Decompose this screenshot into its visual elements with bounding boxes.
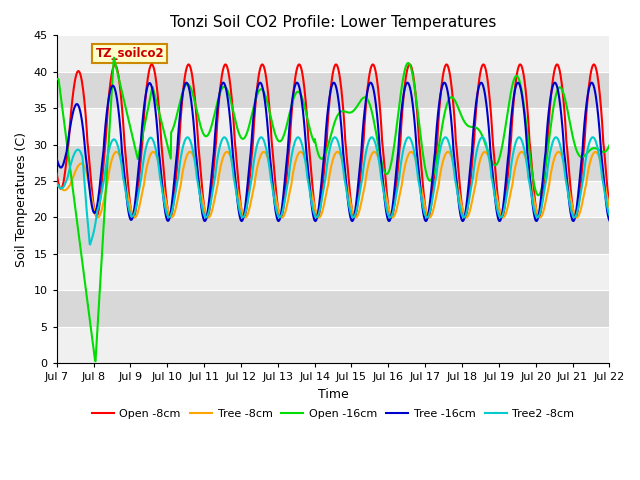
Open -16cm <box>420 155 428 161</box>
Bar <box>57 181 609 217</box>
Tree2 -8cm <box>176 160 184 166</box>
Tree -8cm <box>176 187 184 192</box>
Bar <box>57 326 609 363</box>
Text: TZ_soilco2: TZ_soilco2 <box>95 47 164 60</box>
Tree -8cm <box>492 189 500 194</box>
Open -16cm <box>92 359 99 364</box>
Line: Open -16cm: Open -16cm <box>57 58 609 361</box>
Open -8cm <box>605 204 613 209</box>
Tree2 -8cm <box>605 212 613 218</box>
Open -16cm <box>492 162 500 168</box>
Open -8cm <box>419 180 427 186</box>
Line: Tree2 -8cm: Tree2 -8cm <box>57 137 609 244</box>
Open -8cm <box>492 172 500 178</box>
Open -8cm <box>443 61 451 67</box>
Tree2 -8cm <box>163 210 170 216</box>
Tree -16cm <box>163 214 170 220</box>
Tree -8cm <box>541 204 548 210</box>
Tree -16cm <box>540 167 548 173</box>
Tree -8cm <box>237 206 245 212</box>
Open -8cm <box>541 175 548 180</box>
Bar <box>57 254 609 290</box>
Tree -16cm <box>570 218 577 224</box>
Open -16cm <box>605 143 613 148</box>
Title: Tonzi Soil CO2 Profile: Lower Temperatures: Tonzi Soil CO2 Profile: Lower Temperatur… <box>170 15 496 30</box>
Tree -16cm <box>551 80 559 85</box>
Line: Tree -16cm: Tree -16cm <box>57 83 609 221</box>
Legend: Open -8cm, Tree -8cm, Open -16cm, Tree -16cm, Tree2 -8cm: Open -8cm, Tree -8cm, Open -16cm, Tree -… <box>87 404 579 423</box>
Open -16cm <box>53 76 61 82</box>
Open -16cm <box>110 55 118 60</box>
Open -16cm <box>163 141 171 146</box>
Tree2 -8cm <box>541 187 548 192</box>
Tree -16cm <box>419 206 427 212</box>
Tree2 -8cm <box>419 204 427 210</box>
Bar <box>57 290 609 326</box>
Tree2 -8cm <box>86 241 94 247</box>
Tree2 -8cm <box>238 214 246 220</box>
Open -8cm <box>424 215 432 220</box>
Tree -16cm <box>176 116 184 121</box>
Open -8cm <box>176 133 184 139</box>
Bar <box>57 72 609 108</box>
Tree2 -8cm <box>53 180 61 186</box>
Tree2 -8cm <box>479 134 486 140</box>
Tree -16cm <box>491 194 499 200</box>
Tree -8cm <box>333 149 341 155</box>
Tree -16cm <box>53 156 61 162</box>
Tree -8cm <box>605 204 613 210</box>
Tree -8cm <box>163 199 170 205</box>
Tree -8cm <box>53 182 61 188</box>
Line: Open -8cm: Open -8cm <box>57 64 609 217</box>
Open -8cm <box>163 194 170 200</box>
Open -16cm <box>541 171 548 177</box>
Bar <box>57 144 609 181</box>
Tree2 -8cm <box>492 199 500 204</box>
Open -8cm <box>53 171 61 177</box>
Bar <box>57 108 609 144</box>
Tree -8cm <box>420 196 428 202</box>
Line: Tree -8cm: Tree -8cm <box>57 152 609 217</box>
Tree -16cm <box>237 218 245 224</box>
Bar <box>57 36 609 72</box>
Open -8cm <box>237 207 245 213</box>
Y-axis label: Soil Temperatures (C): Soil Temperatures (C) <box>15 132 28 267</box>
Tree -16cm <box>605 217 613 223</box>
Bar <box>57 217 609 254</box>
Open -16cm <box>238 136 246 142</box>
Tree -8cm <box>352 215 360 220</box>
X-axis label: Time: Time <box>317 388 348 401</box>
Open -16cm <box>177 97 184 103</box>
